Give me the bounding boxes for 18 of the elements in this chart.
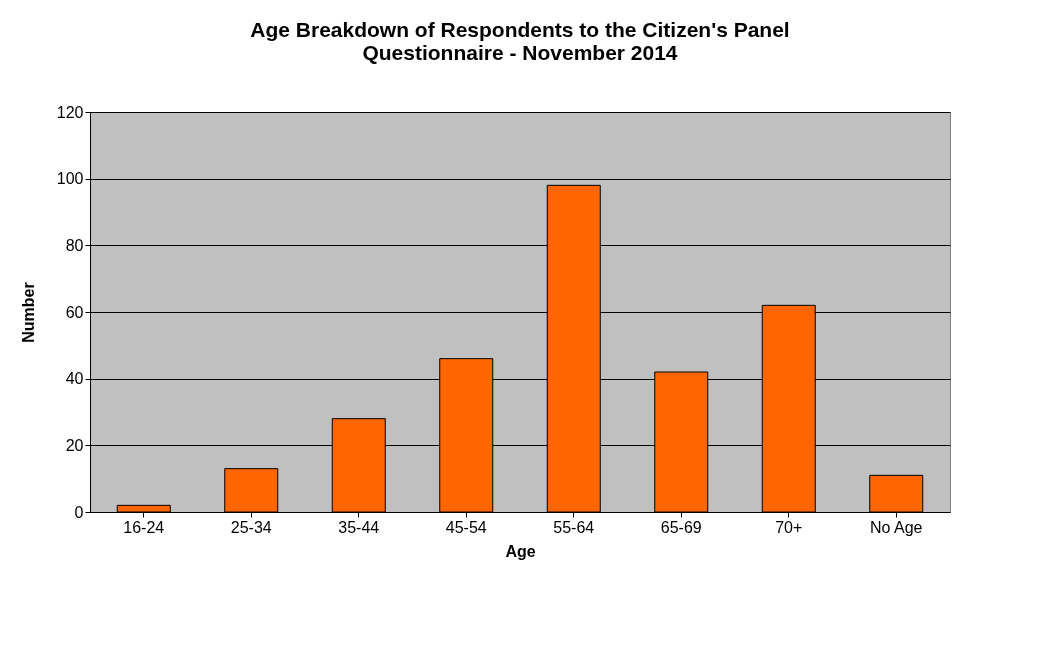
x-tick-label: 45-54 <box>445 518 487 536</box>
x-tick-label: 65-69 <box>660 518 702 536</box>
y-tick-label: 20 <box>65 436 84 454</box>
x-tick-label: No Age <box>870 518 923 536</box>
x-tick-label: 35-44 <box>338 518 380 536</box>
y-tick-label: 120 <box>56 103 84 121</box>
y-tick-label: 60 <box>65 303 84 321</box>
y-tick-label: 80 <box>65 236 84 254</box>
chart-title: Age Breakdown of Respondents to the Citizen's Panel Questionnaire - November 2014 <box>250 18 790 64</box>
x-tick-label: 25-34 <box>230 518 272 536</box>
y-axis-title: Number <box>19 282 37 343</box>
y-tick-label: 0 <box>74 503 84 521</box>
y-tick-label: 40 <box>65 370 84 388</box>
x-tick-label: 16-24 <box>123 518 165 536</box>
y-tick-label: 100 <box>56 170 84 188</box>
x-tick-label: 70+ <box>775 518 803 536</box>
x-tick-label: 55-64 <box>553 518 595 536</box>
x-axis-title: Age <box>505 542 536 560</box>
